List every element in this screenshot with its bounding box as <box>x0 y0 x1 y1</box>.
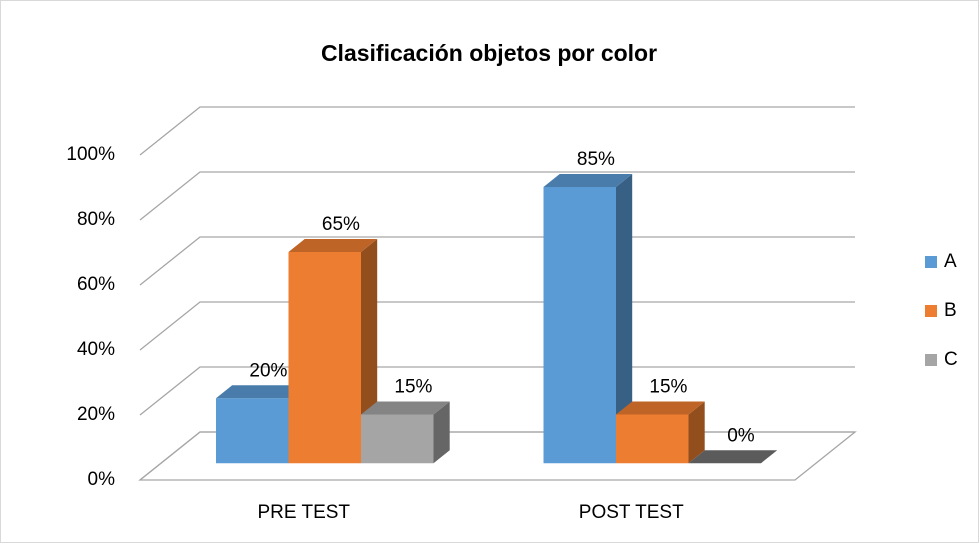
bar-front <box>543 186 616 464</box>
y-tick-label: 0% <box>88 469 116 490</box>
y-tick-label: 20% <box>77 404 115 425</box>
legend-label: C <box>944 349 958 370</box>
bar-front <box>361 414 434 464</box>
bar-side <box>433 401 450 464</box>
chart-title: Clasificación objetos por color <box>321 40 657 66</box>
grid-line <box>139 171 855 221</box>
y-tick-label: 60% <box>77 274 115 295</box>
x-tick-label: POST TEST <box>579 502 684 523</box>
bar-front <box>288 251 361 464</box>
bar-front <box>616 414 689 464</box>
bar-top <box>543 173 633 187</box>
grid-line <box>139 301 855 351</box>
y-tick-label: 100% <box>66 144 115 165</box>
grid-line <box>139 106 855 156</box>
legend-swatch <box>925 305 937 317</box>
bar-top <box>616 401 705 415</box>
y-tick-label: 80% <box>77 209 115 230</box>
bar-side <box>688 401 705 464</box>
grid-line <box>139 236 855 286</box>
legend-swatch <box>925 354 937 366</box>
data-label: 65% <box>322 214 360 235</box>
bar-front <box>216 398 289 464</box>
data-label: 15% <box>394 377 432 398</box>
legend-label: B <box>944 300 957 321</box>
bar-top <box>361 401 450 415</box>
legend-swatch <box>925 256 937 268</box>
bar-side <box>616 173 633 464</box>
data-label: 0% <box>727 425 755 446</box>
bar-top <box>688 450 778 464</box>
grid-line <box>139 366 855 416</box>
y-tick-label: 40% <box>77 339 115 360</box>
data-label: 85% <box>577 149 615 170</box>
x-tick-label: PRE TEST <box>257 502 350 523</box>
bar-top <box>288 238 378 252</box>
bar-top <box>216 385 305 399</box>
data-label: 20% <box>249 360 287 381</box>
data-label: 15% <box>649 377 687 398</box>
legend-label: A <box>944 251 957 272</box>
